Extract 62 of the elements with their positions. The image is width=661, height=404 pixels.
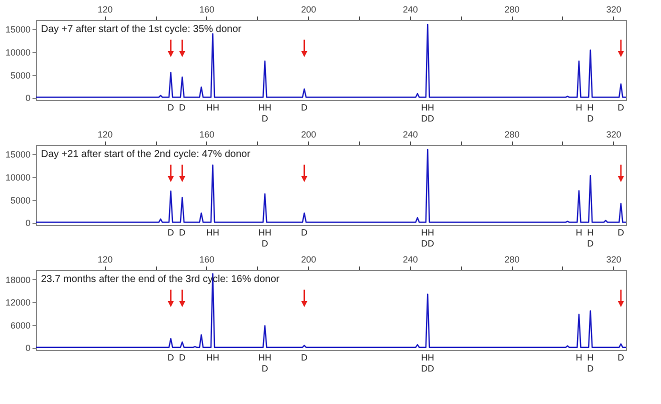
x-tick-label: 280 — [504, 130, 520, 140]
annotation: HH — [206, 352, 220, 363]
x-tick-label: 240 — [402, 4, 418, 14]
line-series — [35, 24, 627, 98]
y-tick-label: 10000 — [5, 172, 30, 182]
x-tick-label: 320 — [606, 254, 622, 264]
annotation: HH DD — [421, 352, 435, 374]
annotation: D — [168, 352, 175, 363]
annotation: H — [576, 102, 582, 113]
chart-title: Day +7 after start of the 1st cycle: 35% donor — [41, 24, 242, 35]
y-tick-label: 0 — [25, 93, 30, 104]
annotation: HH DD — [421, 102, 435, 124]
y-tick-label: 15000 — [5, 24, 30, 35]
y-tick-label: 5000 — [10, 70, 30, 80]
y-tick-label: 6000 — [10, 320, 30, 330]
x-tick-label: 120 — [98, 4, 113, 14]
x-tick-label: 280 — [504, 254, 520, 264]
annotation: D — [618, 352, 625, 363]
annotation: D — [178, 102, 186, 113]
x-tick-label: 200 — [301, 254, 316, 264]
y-tick-label: 5000 — [10, 195, 30, 206]
x-tick-label: 280 — [504, 4, 520, 14]
chart-title: Day +21 after start of the 2nd cycle: 47% donor — [41, 149, 251, 160]
annotation: D — [168, 102, 175, 113]
annotation: H D — [587, 228, 594, 249]
y-tick-label: 10000 — [5, 48, 30, 58]
x-tick-label: 240 — [402, 254, 418, 264]
y-tick-label: 18000 — [5, 274, 30, 285]
x-tick-label: 160 — [199, 4, 214, 14]
y-tick-label: 0 — [25, 218, 30, 228]
line-series — [35, 273, 627, 348]
x-tick-label: 320 — [606, 4, 622, 14]
y-tick-label: 0 — [25, 343, 30, 354]
annotation: D — [301, 228, 308, 238]
x-tick-label: 120 — [98, 130, 113, 140]
annotation: HH D — [258, 228, 272, 249]
annotation: D — [618, 228, 625, 238]
annotation: HH D — [258, 102, 272, 124]
x-tick-label: 240 — [402, 130, 418, 140]
annotation: D — [178, 228, 186, 238]
annotation: HH — [206, 102, 220, 113]
y-tick-label: 15000 — [5, 150, 30, 160]
annotation: HH D — [258, 352, 272, 374]
x-tick-label: 160 — [199, 130, 214, 140]
x-tick-label: 200 — [301, 4, 316, 14]
annotation: D — [168, 228, 175, 238]
x-tick-label: 120 — [98, 254, 113, 264]
line-series — [35, 148, 627, 223]
x-tick-label: 200 — [301, 130, 316, 140]
annotation: D — [301, 102, 308, 113]
y-tick-label: 12000 — [5, 298, 30, 308]
annotation: H — [576, 228, 582, 238]
annotation: H D — [587, 352, 594, 374]
annotation: H — [576, 352, 582, 363]
annotation: HH DD — [421, 228, 435, 249]
x-tick-label: 320 — [606, 130, 622, 140]
annotation: H D — [587, 102, 594, 124]
x-tick-label: 160 — [199, 254, 214, 264]
annotation: D — [618, 102, 625, 113]
annotation: D — [178, 352, 186, 363]
annotation: D — [301, 352, 308, 363]
annotation: HH — [206, 228, 220, 238]
